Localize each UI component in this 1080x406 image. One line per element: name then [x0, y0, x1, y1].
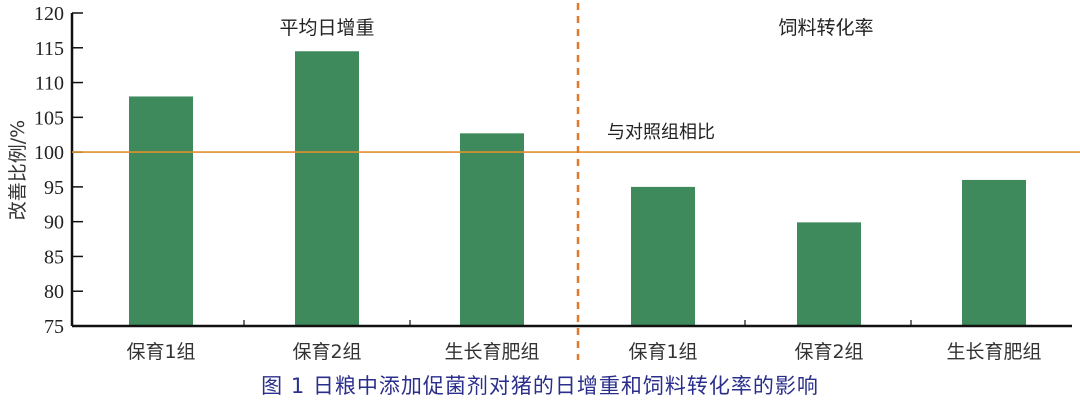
y-axis-label: 改善比例/% [7, 120, 29, 220]
y-tick-label: 120 [34, 3, 64, 25]
bars [129, 51, 1026, 326]
x-category-label: 保育2组 [292, 341, 361, 363]
panel-title-daily-gain: 平均日增重 [279, 17, 374, 39]
reference-line: 与对照组相比 [72, 122, 1080, 153]
reference-line-label: 与对照组相比 [607, 122, 715, 143]
x-category-label: 生长育肥组 [946, 341, 1041, 363]
bar [631, 186, 695, 326]
bar [797, 222, 861, 326]
panel-title-feed-conversion: 饲料转化率 [778, 17, 873, 39]
y-tick-label: 100 [34, 142, 64, 164]
figure-caption: 图 1 日粮中添加促菌剂对猪的日增重和饲料转化率的影响 [261, 374, 819, 398]
bar [460, 133, 524, 326]
y-tick-label: 85 [44, 246, 64, 268]
y-tick-label: 110 [35, 73, 64, 95]
x-category-label: 保育1组 [126, 341, 195, 363]
x-category-label: 生长育肥组 [444, 341, 539, 363]
x-category-label: 保育2组 [794, 341, 863, 363]
panel-titles: 平均日增重 饲料转化率 [279, 17, 873, 39]
bar [129, 96, 193, 326]
y-tick-label: 90 [44, 212, 64, 234]
bar [295, 51, 359, 326]
bar [962, 179, 1026, 326]
x-axis: 保育1组 保育2组 生长育肥组 保育1组 保育2组 生长育肥组 [72, 320, 1072, 363]
y-tick-label: 95 [44, 177, 64, 199]
y-axis: 75 80 85 90 95 100 105 110 115 120 [34, 3, 83, 338]
y-tick-label: 105 [34, 107, 64, 129]
y-tick-label: 75 [44, 316, 64, 338]
y-tick-label: 80 [44, 281, 64, 303]
y-tick-label: 115 [35, 38, 64, 60]
x-category-label: 保育1组 [628, 341, 697, 363]
